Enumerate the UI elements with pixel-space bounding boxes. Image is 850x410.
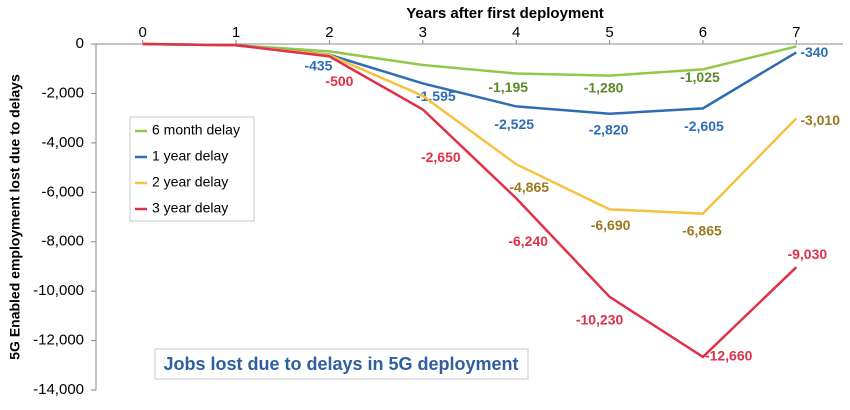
data-label: -6,240 xyxy=(508,233,548,249)
y-tick-label: -14,000 xyxy=(33,381,84,398)
data-label: -1,025 xyxy=(680,69,720,85)
legend-label: 3 year delay xyxy=(152,200,228,216)
y-tick-label: -12,000 xyxy=(33,332,84,349)
y-tick-label: -2,000 xyxy=(41,84,84,101)
data-label: -6,690 xyxy=(591,217,631,233)
data-label: -4,865 xyxy=(509,179,549,195)
x-tick-label: 3 xyxy=(419,24,427,41)
legend-label: 1 year delay xyxy=(152,148,228,164)
x-axis-title: Years after first deployment xyxy=(406,5,604,22)
x-tick-label: 4 xyxy=(512,24,520,41)
data-label: -500 xyxy=(325,73,353,89)
data-label: -340 xyxy=(800,44,828,60)
x-tick-label: 0 xyxy=(139,24,147,41)
legend-label: 2 year delay xyxy=(152,174,228,190)
y-tick-label: -6,000 xyxy=(41,183,84,200)
data-label: -3,010 xyxy=(800,112,840,128)
data-label: -1,595 xyxy=(416,88,456,104)
y-tick-label: -8,000 xyxy=(41,233,84,250)
data-label: -1,280 xyxy=(584,79,624,95)
data-label: -2,605 xyxy=(684,118,724,134)
annotation: Jobs lost due to delays in 5G deployment xyxy=(163,354,518,374)
data-label: -12,660 xyxy=(705,348,753,364)
y-axis-title: 5G Enabled employment lost due to delays xyxy=(7,74,23,360)
y-tick-label: -10,000 xyxy=(33,282,84,299)
x-tick-label: 2 xyxy=(325,24,333,41)
data-label: -9,030 xyxy=(787,246,827,262)
data-label: -6,865 xyxy=(682,222,722,238)
x-tick-label: 5 xyxy=(605,24,613,41)
legend-box xyxy=(129,116,255,222)
data-label: -435 xyxy=(304,57,332,73)
y-tick-label: 0 xyxy=(76,35,84,52)
data-label: -2,650 xyxy=(421,149,461,165)
y-tick-label: -4,000 xyxy=(41,134,84,151)
x-tick-label: 6 xyxy=(699,24,707,41)
data-label: -10,230 xyxy=(576,312,624,328)
x-tick-label: 1 xyxy=(232,24,240,41)
data-label: -2,820 xyxy=(589,121,629,137)
data-label: -1,195 xyxy=(488,79,528,95)
x-tick-label: 7 xyxy=(792,24,800,41)
annotation-box xyxy=(154,348,529,380)
data-label: -2,525 xyxy=(494,116,534,132)
legend-label: 6 month delay xyxy=(152,122,240,138)
line xyxy=(142,42,798,359)
